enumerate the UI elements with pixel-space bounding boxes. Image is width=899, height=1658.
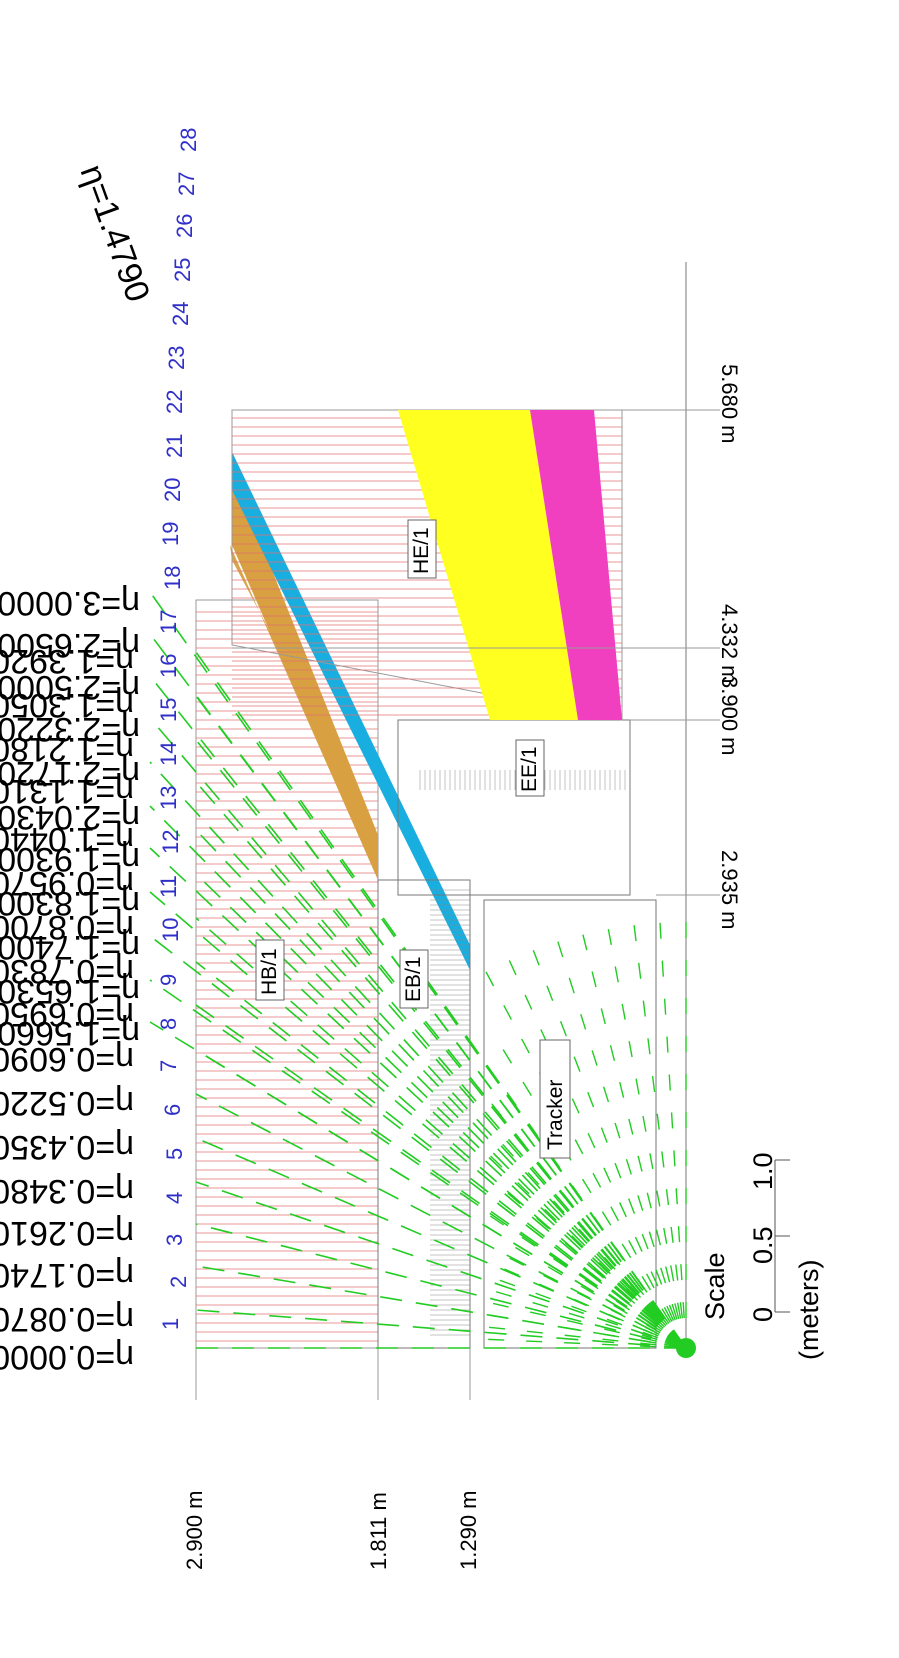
eta-label-right: η=3.0000 [0, 584, 140, 622]
tower-number: 6 [160, 1104, 185, 1116]
tower-number: 26 [172, 214, 197, 238]
tower-number: 28 [176, 128, 201, 152]
ee-crystal-lines [419, 770, 626, 790]
tower-number: 10 [158, 918, 183, 942]
eta-label-left: η=0.8700 [0, 908, 134, 946]
label-ee: EE/1 [515, 739, 545, 797]
dist-4332: 4.332 m [717, 604, 742, 684]
tower-number: 22 [162, 390, 187, 414]
eta-label-left: η=0.3480 [0, 1172, 134, 1210]
magenta-region [530, 410, 622, 720]
label-hb: HB/1 [255, 939, 285, 1001]
detector-geometry [195, 262, 720, 1400]
dist-2935: 2.935 m [717, 850, 742, 930]
tower-number: 1 [158, 1318, 183, 1330]
scale-title: Scale [700, 1252, 730, 1320]
eta-corner-label: η=1.4790 [72, 160, 157, 307]
eta-label-left: η=1.2180 [0, 730, 134, 768]
dist-5680: 5.680 m [717, 364, 742, 444]
svg-text:Tracker: Tracker [544, 1080, 567, 1150]
scale-tick-1: 1.0 [748, 1152, 778, 1190]
tower-number: 18 [160, 566, 185, 590]
tower-number: 4 [162, 1192, 187, 1204]
eta-label-right: η=2.5000 [0, 668, 140, 706]
eta-label-right: η=2.3220 [0, 710, 140, 748]
svg-text:HE/1: HE/1 [410, 527, 433, 574]
tower-number: 17 [156, 610, 181, 634]
tower-numbers: 1234567891011121314151617181920212223242… [156, 128, 201, 1330]
dist-2900: 2.900 m [182, 1491, 207, 1571]
yellow-region [398, 410, 578, 720]
tower-number: 3 [162, 1234, 187, 1246]
tower-number: 5 [162, 1148, 187, 1160]
tower-number: 2 [166, 1276, 191, 1288]
tower-number: 7 [156, 1060, 181, 1072]
eta-label-left: η=0.1740 [0, 1256, 134, 1294]
dist-1811: 1.811 m [366, 1492, 391, 1570]
label-he: HE/1 [407, 519, 437, 579]
tower-number: 21 [162, 434, 187, 458]
eta-label-right: η=1.5660 [0, 1014, 140, 1052]
eta-label-left: η=1.1310 [0, 772, 134, 810]
eta-label-left: η=0.9570 [0, 864, 134, 902]
tower-number: 9 [156, 974, 181, 986]
tracker-radial-lines [485, 922, 687, 1348]
eta-label-left: η=0.0000 [0, 1338, 134, 1376]
eta-label-right: η=1.6530 [0, 972, 140, 1010]
label-eb: EB/1 [399, 949, 429, 1009]
tower-number: 16 [156, 654, 181, 678]
interaction-point [676, 1338, 696, 1358]
tower-number: 14 [156, 742, 181, 766]
eta-label-left: η=0.4350 [0, 1128, 134, 1166]
dist-1290: 1.290 m [456, 1491, 481, 1571]
eta-label-left: η=0.7830 [0, 952, 134, 990]
eta-label-left: η=0.6950 [0, 995, 134, 1033]
orange-region-2 [232, 470, 378, 880]
tower-number: 11 [156, 875, 181, 898]
scale-tick-0: 0 [748, 1307, 778, 1322]
eta-label-right: η=1.7400 [0, 928, 140, 966]
eta-label-right: η=1.8300 [0, 884, 140, 922]
eta-label-right: η=2.6500 [0, 626, 140, 664]
eta-label-left: η=0.5220 [0, 1084, 134, 1122]
tower-number: 25 [170, 258, 195, 282]
tower-number: 12 [158, 830, 183, 854]
eta-label-left: η=0.2610 [0, 1214, 134, 1252]
tower-number: 27 [174, 172, 199, 196]
svg-text:HB/1: HB/1 [258, 948, 281, 995]
tower-number: 23 [164, 346, 189, 370]
orange-region [230, 545, 378, 880]
scale-bar: Scale (meters) 0 0.5 1.0 [700, 1152, 824, 1360]
eta-label-left: η=0.6090 [0, 1040, 134, 1078]
dist-3900: 3.900 m [717, 676, 742, 756]
scale-unit: (meters) [794, 1260, 824, 1361]
eta-labels-right: η=1.5660 η=1.6530 η=1.7400 η=1.8300 η=1.9300… [0, 584, 140, 1052]
blue-crack-region-2 [232, 452, 470, 970]
eta-label-right: η=2.0430 [0, 798, 140, 836]
tower-number: 24 [168, 302, 193, 326]
eta-label-right: η=2.1720 [0, 754, 140, 792]
tower-number: 20 [160, 478, 185, 502]
eb-crystal-lines [430, 889, 470, 1336]
eta-label-left: η=1.3920 [0, 642, 134, 680]
scale-tick-05: 0.5 [748, 1226, 778, 1264]
tower-number: 13 [156, 786, 181, 810]
tower-number: 15 [156, 698, 181, 722]
eta-label-left: η=1.3050 [0, 686, 134, 724]
eta-label-right: η=1.9300 [0, 840, 140, 878]
svg-text:EB/1: EB/1 [402, 956, 425, 1002]
tower-number: 8 [156, 1018, 181, 1030]
tower-number: 19 [158, 522, 183, 546]
eta-label-left: η=0.0870 [0, 1300, 134, 1338]
label-tracker: Tracker [539, 1039, 571, 1159]
svg-text:EE/1: EE/1 [518, 746, 541, 792]
eta-label-left: η=1.0440 [0, 820, 134, 858]
